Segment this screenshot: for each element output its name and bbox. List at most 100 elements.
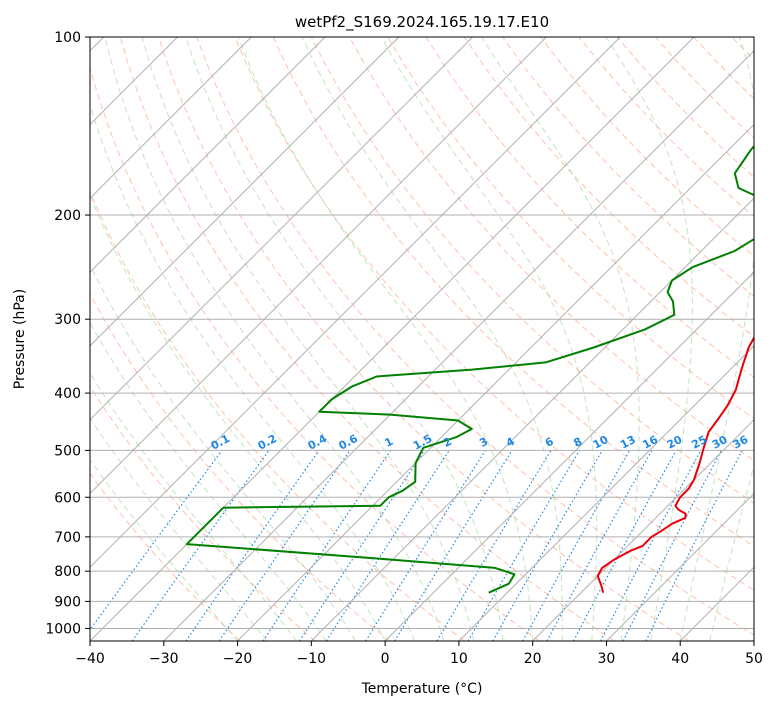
mixing-ratio-line bbox=[365, 450, 486, 641]
moist-adiabat-line bbox=[381, 37, 598, 641]
isotherm-line bbox=[90, 37, 252, 200]
dry-adiabat-line bbox=[90, 385, 316, 641]
y-tick-label: 800 bbox=[54, 564, 81, 580]
moist-adiabat-line bbox=[90, 194, 386, 641]
mixing-ratio-label: 0.4 bbox=[306, 432, 330, 453]
mixing-ratio-line bbox=[218, 450, 351, 641]
moist-adiabat-line bbox=[185, 37, 504, 641]
moist-adiabat-line bbox=[90, 321, 327, 641]
y-axis-label: Pressure (hPa) bbox=[12, 289, 28, 389]
moist-adiabat-line bbox=[141, 37, 475, 641]
mixing-ratio-label: 30 bbox=[710, 433, 730, 452]
mixing-ratio-line bbox=[394, 450, 513, 641]
mixing-ratio-label: 16 bbox=[640, 433, 660, 452]
x-tick-label: −40 bbox=[75, 651, 105, 667]
isotherm-line bbox=[606, 492, 754, 641]
isotherm-line bbox=[90, 37, 326, 273]
x-tick-label: 30 bbox=[598, 651, 616, 667]
isotherm-line bbox=[90, 37, 621, 568]
dry-adiabat-line bbox=[158, 37, 690, 641]
x-axis-label: Temperature (°C) bbox=[361, 681, 483, 697]
series-layer bbox=[185, 144, 754, 594]
x-tick-label: 40 bbox=[671, 651, 689, 667]
dry-adiabat-line bbox=[349, 37, 754, 462]
dry-adiabat-line bbox=[770, 37, 775, 641]
temperature-line bbox=[596, 335, 754, 593]
y-tick-label: 1000 bbox=[45, 621, 81, 637]
moist-adiabat-line bbox=[605, 37, 693, 641]
mixing-ratio-label: 0.1 bbox=[209, 432, 232, 453]
dry-adiabat-line bbox=[90, 292, 391, 641]
background-lines bbox=[90, 37, 775, 641]
mixing-ratio-line bbox=[299, 450, 425, 641]
isotherm-line bbox=[237, 123, 754, 641]
dry-adiabat-line bbox=[310, 37, 754, 504]
y-tick-label: 900 bbox=[54, 594, 81, 610]
isotherm-line bbox=[90, 37, 695, 641]
x-tick-label: −10 bbox=[297, 651, 327, 667]
mixing-ratio-label: 25 bbox=[689, 433, 709, 452]
x-tick-label: 20 bbox=[524, 651, 542, 667]
dry-adiabat-line bbox=[463, 37, 754, 338]
dry-adiabat-line bbox=[654, 37, 754, 139]
mixing-ratio-line bbox=[185, 450, 320, 641]
isotherm-line bbox=[90, 37, 474, 421]
isotherm-line bbox=[90, 37, 400, 347]
mixing-ratio-line bbox=[573, 450, 677, 641]
mixing-ratio-line bbox=[90, 450, 223, 631]
chart-title: wetPf2_S169.2024.165.19.17.E10 bbox=[295, 13, 549, 32]
isotherm-line bbox=[90, 37, 547, 495]
mixing-ratio-label: 8 bbox=[571, 435, 584, 450]
isotherm-line bbox=[458, 345, 754, 641]
y-tick-label: 400 bbox=[54, 386, 81, 402]
plot-frame bbox=[89, 36, 755, 642]
moist-adiabat-line bbox=[709, 462, 754, 641]
x-tick-label: −30 bbox=[149, 651, 179, 667]
dry-adiabat-line bbox=[387, 37, 754, 420]
mixing-ratio-label: 2 bbox=[441, 435, 454, 450]
moist-adiabat-line bbox=[481, 37, 640, 641]
y-tick-label: 600 bbox=[54, 490, 81, 506]
y-tick-label: 200 bbox=[54, 208, 81, 224]
dry-adiabat-line bbox=[693, 37, 754, 100]
dry-adiabat-line bbox=[90, 190, 465, 641]
mixing-ratio-label: 1.5 bbox=[411, 432, 434, 453]
dry-adiabat-line bbox=[119, 37, 615, 641]
mixing-ratio-line bbox=[522, 450, 631, 641]
dry-adiabat-line bbox=[502, 37, 754, 297]
x-tick-label: 10 bbox=[450, 651, 468, 667]
isotherm-line bbox=[679, 566, 754, 641]
mixing-ratio-label: 36 bbox=[731, 433, 751, 452]
mixing-ratio-label: 1 bbox=[382, 435, 395, 450]
dry-adiabat-line bbox=[90, 66, 540, 641]
moist-adiabat-line bbox=[104, 37, 445, 641]
dry-adiabat-line bbox=[90, 472, 241, 641]
isotherm-line bbox=[310, 197, 754, 641]
y-tick-label: 700 bbox=[54, 530, 81, 546]
moist-adiabat-line bbox=[90, 263, 357, 641]
moist-adiabat-line bbox=[301, 37, 563, 641]
moist-adiabat-line bbox=[90, 458, 238, 641]
mixing-ratio-line bbox=[262, 450, 392, 641]
dewpoint-line bbox=[185, 144, 754, 594]
isotherm-line bbox=[163, 50, 754, 641]
x-tick-label: −20 bbox=[223, 651, 253, 667]
moist-adiabat-line bbox=[237, 37, 534, 641]
x-tick-label: 0 bbox=[381, 651, 390, 667]
moist-adiabat-line bbox=[90, 417, 268, 641]
isotherm-line bbox=[532, 418, 754, 641]
mixing-ratio-label: 10 bbox=[591, 433, 611, 452]
mixing-ratio-label: 0.6 bbox=[337, 432, 361, 453]
dry-adiabat-line bbox=[234, 37, 754, 591]
mixing-ratio-line bbox=[622, 450, 722, 641]
mixing-ratio-line bbox=[325, 450, 450, 641]
y-tick-label: 100 bbox=[54, 30, 81, 46]
mixing-ratio-line bbox=[546, 450, 653, 641]
y-tick-label: 500 bbox=[54, 443, 81, 459]
isotherm-line bbox=[753, 640, 754, 641]
y-tick-label: 300 bbox=[54, 312, 81, 328]
moist-adiabat-line bbox=[679, 37, 754, 641]
mixing-ratio-line bbox=[645, 450, 743, 641]
